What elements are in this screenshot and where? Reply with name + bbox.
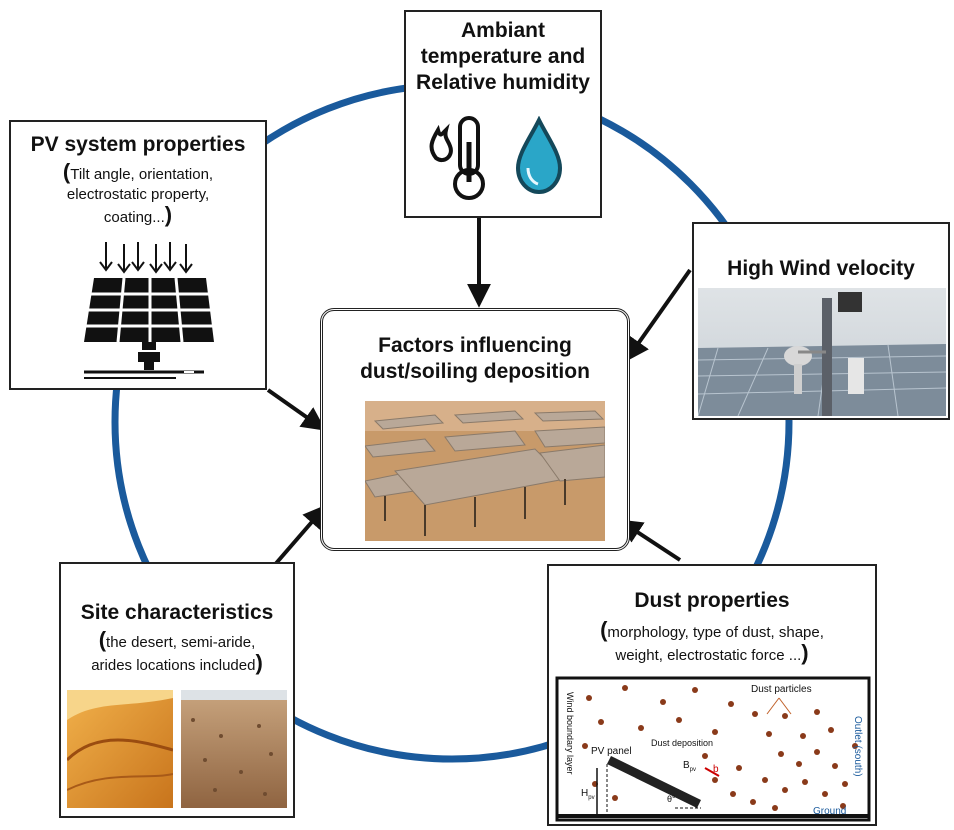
ambient-title-line3: Relative humidity [416,71,590,94]
dust-title: Dust properties [634,589,790,612]
dust-box: Dust properties (morphology, type of dus… [547,564,877,826]
ambient-title-line1: Ambiant [461,19,545,42]
dust-sub-line2: weight, electrostatic force ...) [615,640,809,665]
solar-field-photo [365,401,605,541]
center-box: Factors influencing dust/soiling deposit… [320,308,630,551]
schematic-deposition-label: Dust deposition [651,738,713,748]
schematic-theta-label: θ° [667,794,676,804]
site-sub-text2: arides locations included [91,657,256,674]
arrow-wind [625,268,692,362]
schematic-panel-label: PV panel [591,746,632,757]
pv-title: PV system properties [30,133,246,156]
site-sub-text1: the desert, semi-aride, [106,634,256,651]
pv-sub-text1: Tilt angle, orientation, [70,166,214,183]
dust-sub-text1: morphology, type of dust, shape, [607,624,824,641]
center-title-line1: Factors influencing [378,334,572,357]
pv-sub-text3: coating... [103,209,165,226]
ambient-title-line2: temperature and [420,45,586,68]
arrow-site [270,504,328,570]
solar-panel-icon [84,242,214,379]
dust-sub-text2: weight, electrostatic force ... [615,647,802,664]
pv-sub-line2: electrostatic property, [66,186,210,203]
site-box: Site characteristics (the desert, semi-a… [59,562,295,818]
center-title-line2: dust/soiling deposition [360,360,590,383]
pv-sub-line3: coating...) [103,202,173,227]
thermometer-fire-icon [429,116,485,200]
arrow-pv [266,388,326,431]
wind-box: High Wind velocity [692,222,950,420]
ambient-box: Ambiant temperature and Relative humidit… [404,10,602,218]
dust-sub-line1: (morphology, type of dust, shape, [600,617,824,642]
schematic-particles-label: Dust particles [751,684,812,695]
schematic-outlet-label: Outlet (south) [852,716,863,777]
site-sub-line2: arides locations included) [91,650,263,675]
water-drop-icon [515,116,563,195]
arrow-dust [617,519,682,562]
dust-particles [582,685,858,811]
wind-title: High Wind velocity [727,257,915,280]
desert-dune-photo [67,690,173,808]
pv-box: PV system properties (Tilt angle, orient… [9,120,267,390]
site-sub-line1: (the desert, semi-aride, [98,627,256,652]
arid-land-photo [181,690,287,808]
schematic-small-b-label: b [713,764,719,775]
schematic-ground-label: Ground [813,806,846,817]
schematic-h-label: Hpv [581,788,595,801]
schematic-b-label: Bpv [683,760,696,773]
schematic-wind-label: Wind boundary layer [565,692,575,775]
pv-sub-line1: (Tilt angle, orientation, [62,159,214,184]
site-title: Site characteristics [80,601,274,624]
wind-station-photo [698,288,946,416]
dust-schematic: Wind boundary layer Dust particles Outle… [555,676,871,822]
